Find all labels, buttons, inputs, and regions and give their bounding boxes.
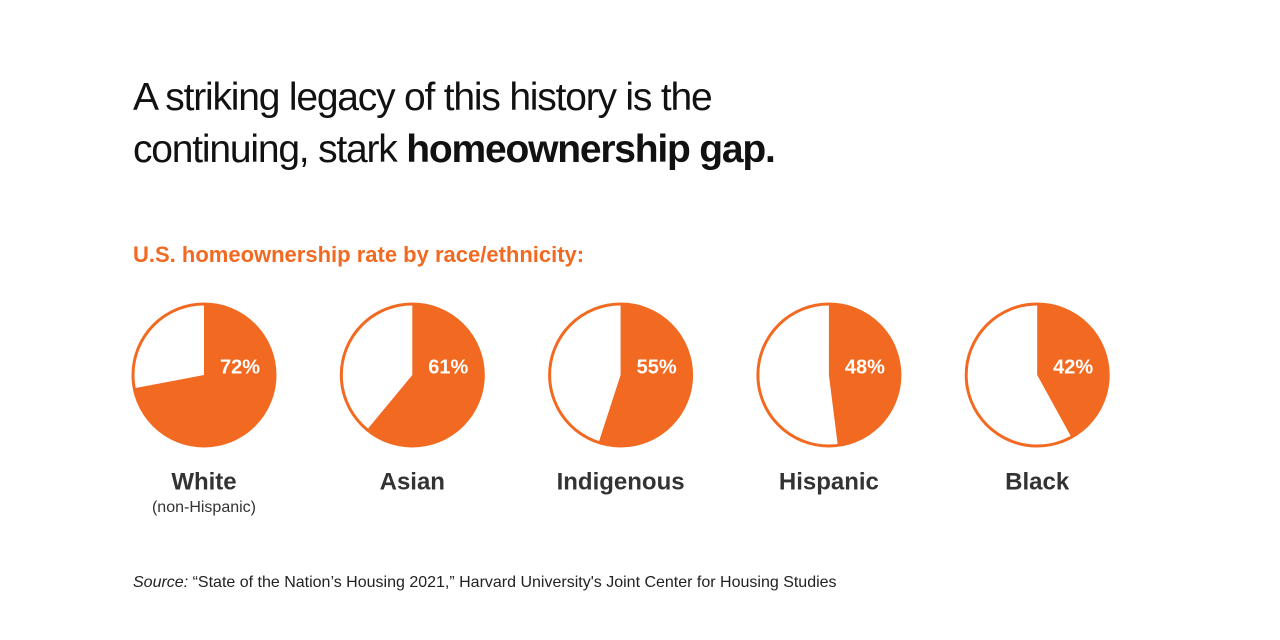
source: Source: “State of the Nation’s Housing 2…: [133, 574, 837, 592]
title-emphasis: homeownership gap.: [406, 128, 776, 171]
pie-slice: [134, 304, 275, 446]
value-label: 42%: [1053, 356, 1093, 378]
title: A striking legacy of this history is the…: [133, 72, 823, 176]
category-label: Black: [1005, 468, 1070, 495]
pie-slice: [828, 304, 900, 446]
subtitle: U.S. homeownership rate by race/ethnicit…: [133, 242, 585, 267]
pie-slice: [367, 304, 484, 446]
category-label: Hispanic: [779, 468, 879, 495]
title-text: A striking legacy of this history is the…: [133, 76, 713, 171]
source-label: Source:: [133, 574, 189, 591]
category-label: Indigenous: [557, 468, 685, 495]
category-note: (non-Hispanic): [152, 499, 256, 516]
value-label: 61%: [428, 356, 468, 378]
source-text: “State of the Nation’s Housing 2021,” Ha…: [192, 574, 837, 591]
category-label: White: [171, 468, 236, 495]
pie-slice: [598, 304, 692, 447]
value-label: 72%: [220, 356, 260, 378]
value-label: 48%: [845, 356, 885, 378]
category-label: Asian: [380, 468, 445, 495]
pie-slice: [1037, 304, 1109, 438]
value-label: 55%: [637, 356, 677, 378]
